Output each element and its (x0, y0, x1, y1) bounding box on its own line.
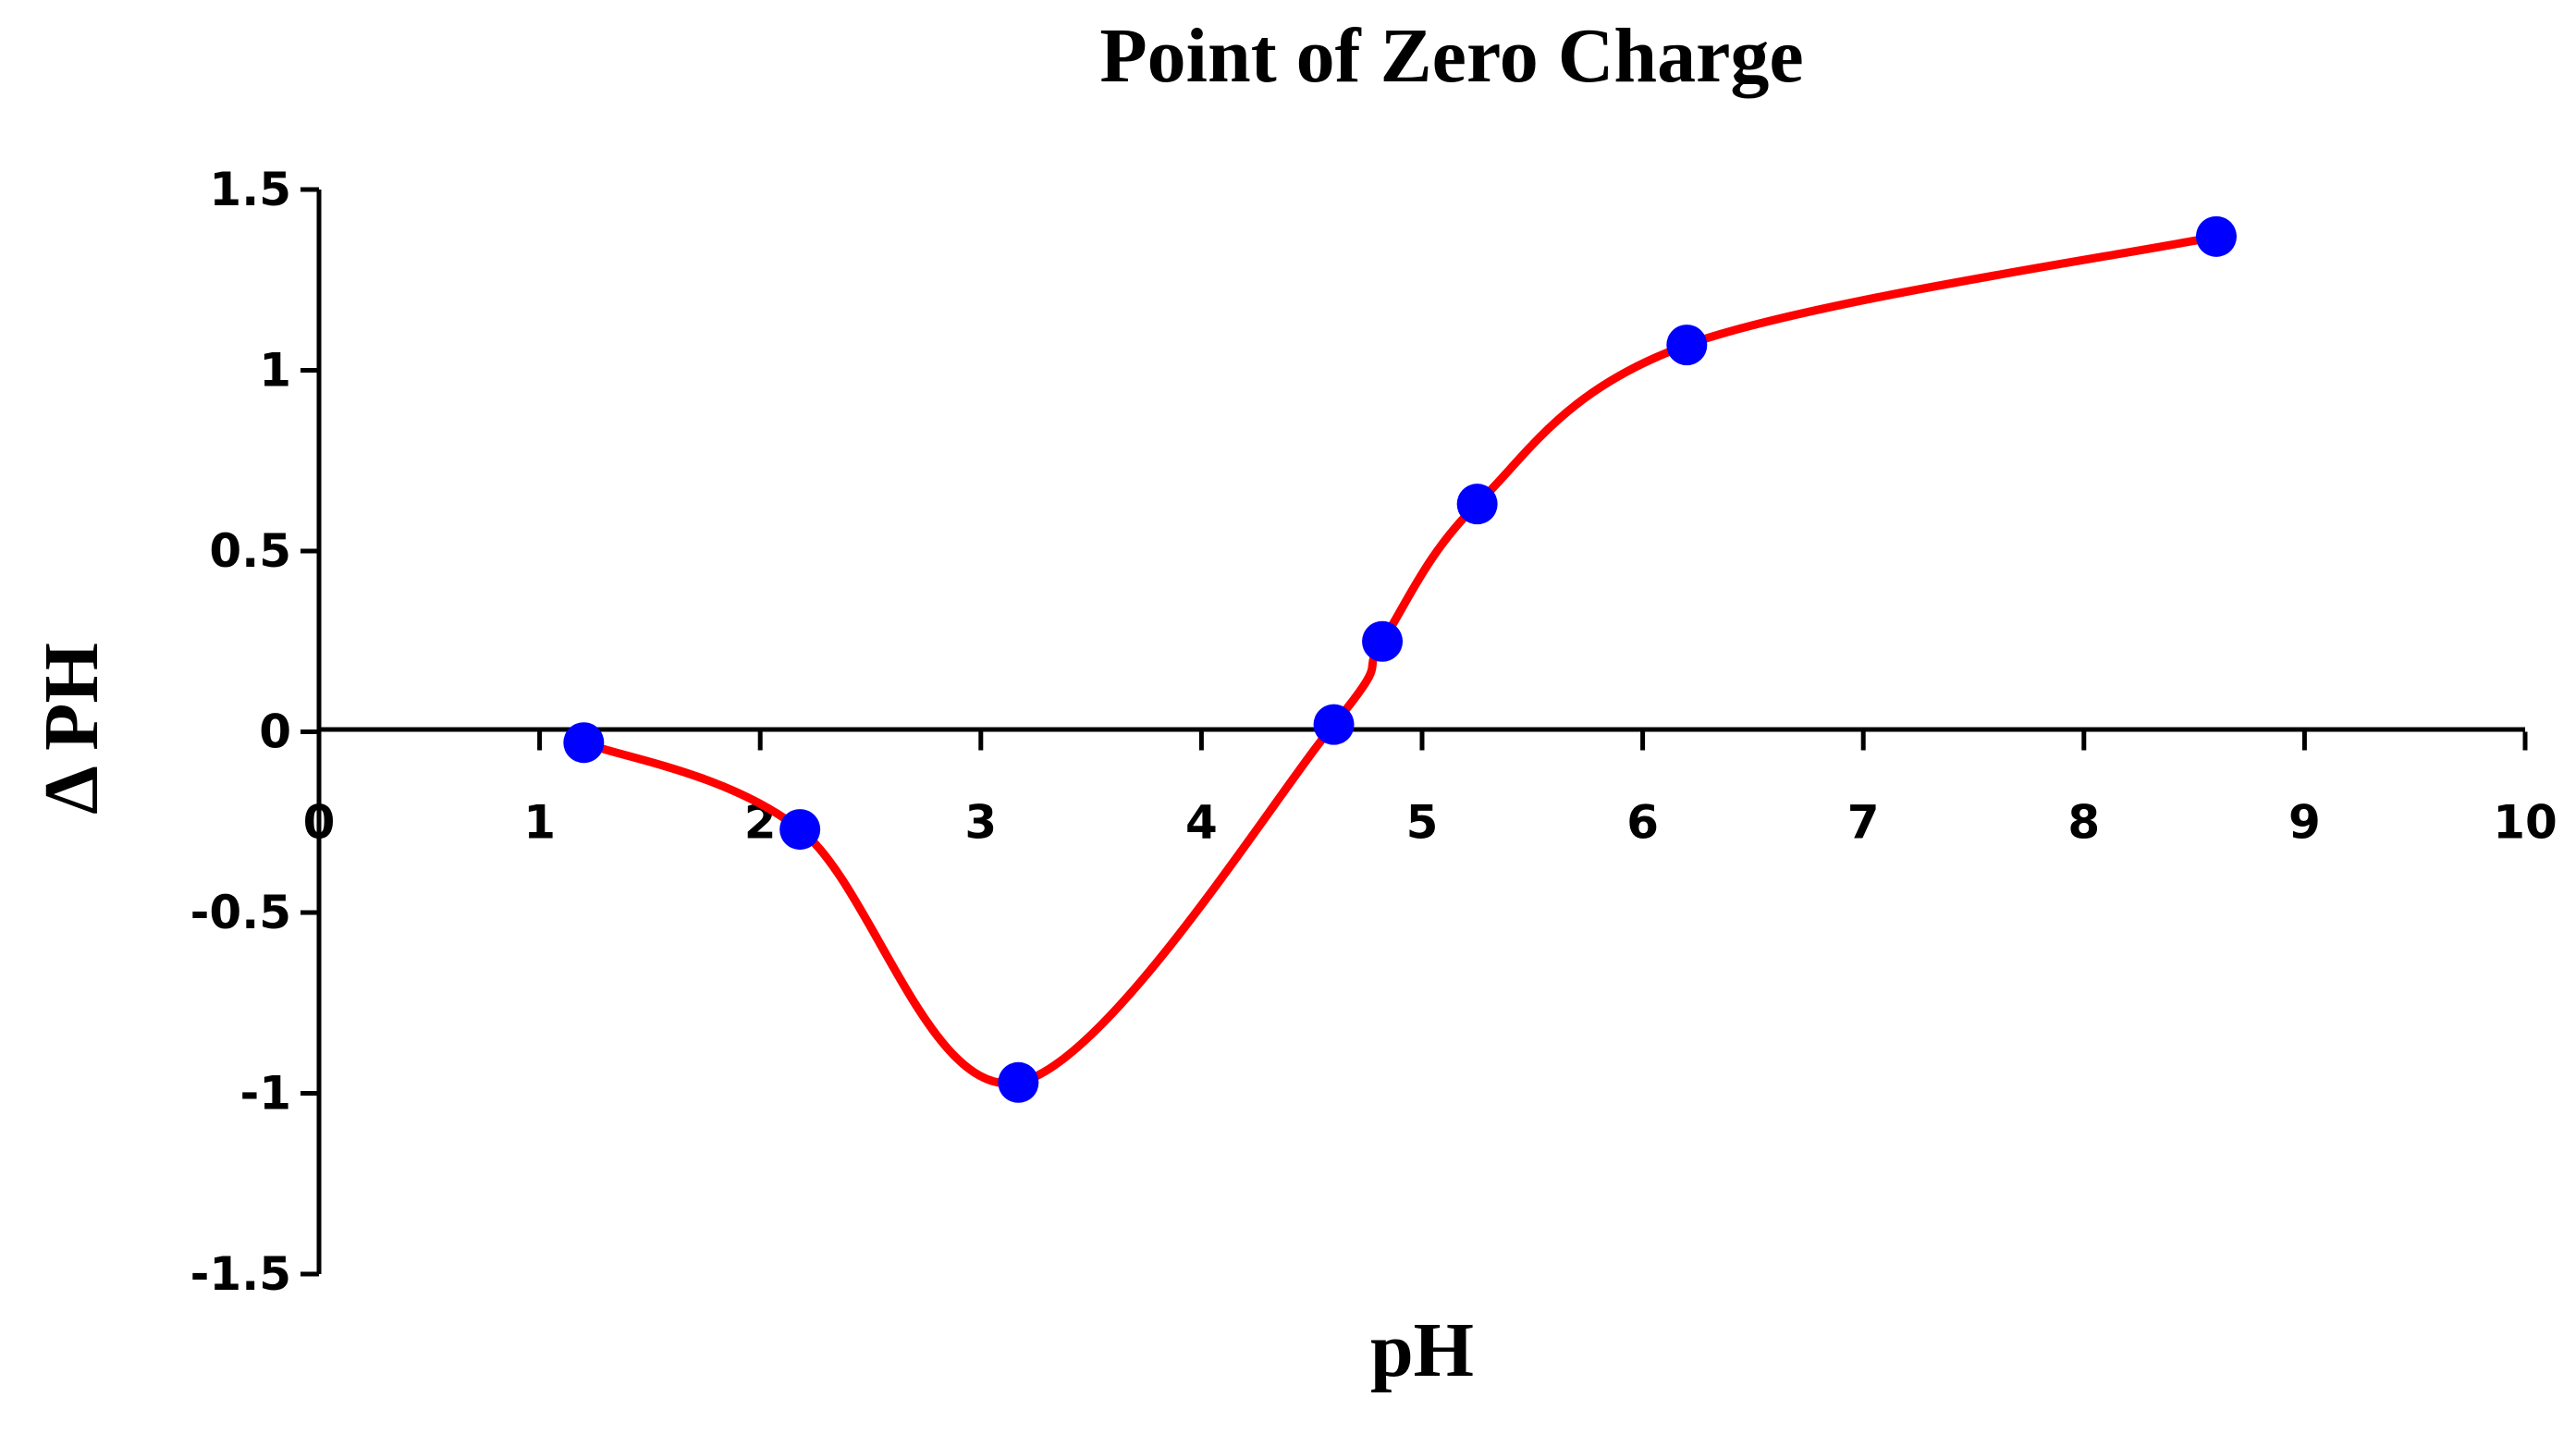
y-tick-label: -1.5 (190, 1247, 291, 1301)
x-tick-label: 7 (1847, 796, 1880, 850)
data-point (998, 1061, 1039, 1103)
x-axis: 0 1 2 3 4 5 6 7 8 9 10 (303, 727, 2558, 850)
data-point (1313, 704, 1355, 745)
chart-title: Point of Zero Charge (1099, 13, 1803, 99)
data-point (1362, 620, 1404, 662)
x-ticks: 0 1 2 3 4 5 6 7 8 9 10 (303, 731, 2558, 850)
y-ticks: 1.5 1 0.5 0 -0.5 -1 -1.5 (190, 163, 319, 1301)
y-tick-label: 0.5 (209, 524, 291, 578)
y-tick-label: -1 (239, 1067, 291, 1121)
x-tick-label: 5 (1406, 796, 1439, 850)
y-tick-label: 1 (259, 344, 291, 398)
x-axis-label: pH (1370, 1307, 1474, 1393)
x-tick-label: 1 (523, 796, 556, 850)
data-point (779, 809, 821, 851)
y-tick-label: 0 (259, 705, 291, 759)
x-tick-label: 9 (2288, 796, 2321, 850)
y-axis-label: Δ PH (29, 643, 115, 815)
x-tick-label: 8 (2067, 796, 2100, 850)
data-point (2195, 215, 2237, 257)
series (563, 215, 2237, 1103)
x-tick-label: 6 (1626, 796, 1659, 850)
data-point (563, 722, 605, 764)
y-tick-label: -0.5 (190, 886, 291, 939)
series-line (579, 232, 2221, 1088)
data-point (1666, 325, 1708, 366)
data-point (1456, 484, 1498, 525)
x-tick-label: 0 (303, 796, 336, 850)
y-axis: 1.5 1 0.5 0 -0.5 -1 -1.5 (190, 163, 322, 1301)
y-tick-label: 1.5 (209, 163, 291, 216)
x-tick-label: 4 (1185, 796, 1218, 850)
x-tick-label: 10 (2493, 796, 2558, 850)
x-tick-label: 3 (964, 796, 997, 850)
